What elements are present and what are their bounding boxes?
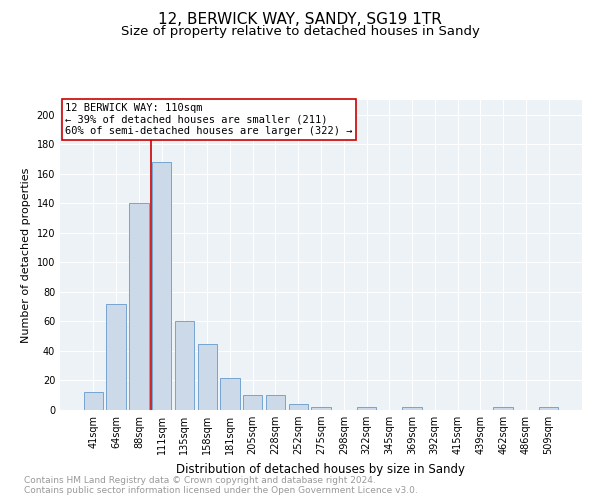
Bar [539, 407, 558, 410]
Y-axis label: Number of detached properties: Number of detached properties [21, 168, 31, 342]
Text: 12 BERWICK WAY: 110sqm
← 39% of detached houses are smaller (211)
60% of semi-de: 12 BERWICK WAY: 110sqm ← 39% of detached… [65, 103, 353, 136]
Bar [197, 344, 217, 410]
Bar [84, 392, 103, 410]
Bar [289, 404, 308, 410]
Bar [175, 322, 194, 410]
Text: Size of property relative to detached houses in Sandy: Size of property relative to detached ho… [121, 25, 479, 38]
Bar [129, 204, 149, 410]
Bar [220, 378, 239, 410]
X-axis label: Distribution of detached houses by size in Sandy: Distribution of detached houses by size … [176, 462, 466, 475]
Bar [243, 395, 262, 410]
Bar [357, 407, 376, 410]
Text: Contains public sector information licensed under the Open Government Licence v3: Contains public sector information licen… [24, 486, 418, 495]
Text: Contains HM Land Registry data © Crown copyright and database right 2024.: Contains HM Land Registry data © Crown c… [24, 476, 376, 485]
Bar [403, 407, 422, 410]
Bar [311, 407, 331, 410]
Bar [106, 304, 126, 410]
Bar [493, 407, 513, 410]
Bar [266, 395, 285, 410]
Text: 12, BERWICK WAY, SANDY, SG19 1TR: 12, BERWICK WAY, SANDY, SG19 1TR [158, 12, 442, 28]
Bar [152, 162, 172, 410]
